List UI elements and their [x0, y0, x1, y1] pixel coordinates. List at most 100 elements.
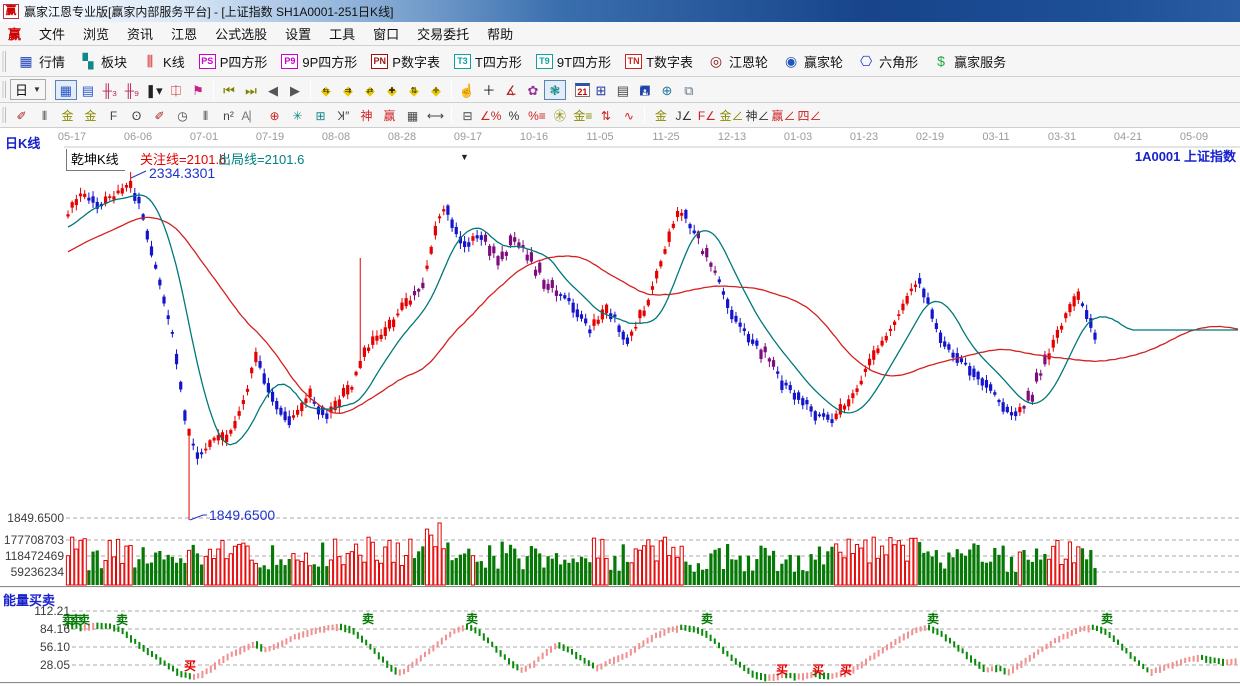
chart-region[interactable]: 2334.3301 1849.6500 卖卖卖卖卖卖卖卖卖买买买买 日K线 05-1…	[0, 128, 1240, 686]
k-quote-icon[interactable]: Ʞ″	[337, 108, 350, 123]
toolbar-grip[interactable]	[2, 50, 6, 72]
crosshair-icon[interactable]: ＋	[482, 82, 496, 98]
calendar-icon[interactable]: 21	[574, 82, 590, 97]
next-page-icon[interactable]: ▶	[289, 82, 300, 98]
last-page-icon[interactable]: ⏭	[245, 82, 257, 98]
four-angle-icon[interactable]: 四∠	[797, 108, 822, 123]
zoom-diamond-in-icon[interactable]: ◆ ✚	[381, 80, 403, 100]
prev-page-icon[interactable]: ◀	[267, 82, 278, 98]
zoom-diamond-v-icon[interactable]: ◆ ⇅	[403, 80, 425, 100]
indicator-title[interactable]: 能量买卖	[3, 593, 56, 608]
volume-profile-icon[interactable]: ⚑	[192, 82, 204, 98]
service-button[interactable]: $ 赢家服务	[925, 49, 1013, 74]
win-angle-icon[interactable]: 赢∠	[771, 108, 796, 123]
zoom-diamond-all-icon[interactable]: ◆ ✛	[425, 80, 447, 100]
remote-pc-icon[interactable]: ⧉	[684, 82, 694, 98]
shen-tool-icon[interactable]: 神	[360, 108, 373, 123]
pane-divider[interactable]	[0, 586, 1240, 589]
zoom-diamond-lr-icon-arrow: ⇆	[322, 85, 330, 95]
p-square-button[interactable]: PS P四方形	[192, 49, 275, 74]
web-update-icon[interactable]: ⊕	[661, 82, 673, 98]
n2-icon[interactable]: n²	[223, 108, 234, 123]
gold-gauge2-icon[interactable]: 金	[84, 108, 97, 123]
service-button-label: 赢家服务	[954, 54, 1007, 70]
win-tool-icon[interactable]: 赢	[383, 108, 396, 123]
knife-tool-icon[interactable]: ✐	[16, 108, 27, 123]
menu-item-1[interactable]: 浏览	[83, 27, 110, 42]
shen-angle-icon[interactable]: 神∠	[745, 108, 770, 123]
angle-measure-icon[interactable]: ∡	[505, 82, 517, 98]
date-tick-04-21: 04-21	[1113, 131, 1143, 143]
menu-item-7[interactable]: 窗口	[373, 27, 400, 42]
sectors-button[interactable]: ▚ 板块	[72, 49, 134, 74]
ruler2-icon[interactable]: ⫴	[202, 108, 209, 123]
calculator-icon[interactable]: ⊞	[595, 82, 607, 98]
t-table-button[interactable]: TN T数字表	[618, 49, 700, 74]
gann-wheel-button[interactable]: ◎ 江恩轮	[700, 49, 775, 74]
menu-item-4[interactable]: 公式选股	[215, 27, 268, 42]
period-day-button[interactable]: 日 ▼	[10, 79, 46, 100]
panel-period-label[interactable]: 日K线	[5, 136, 41, 151]
updown-icon[interactable]: ⇅	[600, 108, 611, 123]
toolbar-grip[interactable]	[2, 106, 6, 124]
hand-icon[interactable]: ☝	[458, 82, 476, 98]
pct-line-icon[interactable]: %≡	[528, 108, 546, 123]
kline-9-icon[interactable]: ╫₉	[124, 82, 140, 98]
wave-icon[interactable]: ∿	[623, 108, 634, 123]
menu-item-3[interactable]: 江恩	[171, 27, 198, 42]
ruler-h-icon[interactable]: ⫴	[41, 108, 48, 123]
f-ruler-icon[interactable]: F	[109, 108, 118, 123]
grid-web-icon[interactable]: ⊞	[315, 108, 326, 123]
zoom-diamond-wide-icon[interactable]: ◆ ⇄	[359, 80, 381, 100]
knife2-tool-icon[interactable]: ✐	[154, 108, 165, 123]
menu-item-2[interactable]: 资讯	[127, 27, 154, 42]
compress-data-icon[interactable]: ⎅	[170, 82, 182, 98]
price-scale-icon[interactable]: ⊟	[462, 108, 473, 123]
gold-circle-icon[interactable]: ㊍	[553, 108, 566, 123]
circle-cross-icon[interactable]: ⊕	[269, 108, 280, 123]
star-web-icon[interactable]: ✳	[292, 108, 303, 123]
kline-button[interactable]: ⫼ K线	[134, 49, 192, 74]
j-angle-icon[interactable]: J∠	[675, 108, 693, 123]
toolbar-grip[interactable]	[2, 80, 6, 99]
pct-retrace-icon[interactable]: ∠%	[480, 108, 502, 123]
gold2-angle-icon[interactable]: 金∠	[719, 108, 744, 123]
spiral-icon[interactable]: ʘ	[131, 108, 142, 123]
gann-pot-icon[interactable]: ✿	[527, 82, 539, 98]
p-table-button[interactable]: PN P数字表	[364, 49, 447, 74]
single-candle-icon[interactable]: ❚▾	[145, 82, 163, 98]
percent-icon[interactable]: %	[508, 108, 520, 123]
quotes-button[interactable]: ▦ 行情	[10, 49, 72, 74]
bottom-divider	[0, 682, 1240, 685]
gold-lines-icon[interactable]: 金≡	[573, 108, 593, 123]
notes-icon[interactable]: ▤	[616, 82, 630, 98]
p9-square-button[interactable]: P9 9P四方形	[274, 49, 364, 74]
chart-canvas[interactable]: 2334.33011849.6500卖卖卖卖卖卖卖卖卖买买买买	[0, 128, 1240, 686]
net-grid-icon[interactable]: ▦	[54, 79, 77, 100]
width-arrows-icon[interactable]: ⟷	[426, 108, 445, 123]
clock-cycle-icon[interactable]: ◷	[177, 108, 188, 123]
menu-logo-icon[interactable]: 赢	[8, 27, 22, 42]
kline-3-icon[interactable]: ╫₃	[102, 82, 118, 98]
gold-gauge-icon[interactable]: 金	[61, 108, 74, 123]
t9-square-button[interactable]: T9 9T四方形	[529, 49, 618, 74]
winner-wheel-button[interactable]: ◉ 赢家轮	[775, 49, 850, 74]
menu-item-9[interactable]: 帮助	[487, 27, 514, 42]
save-icon[interactable]: 🖪	[639, 82, 651, 98]
smart-brain-icon[interactable]: ❃	[543, 79, 566, 100]
menu-item-8[interactable]: 交易委托	[417, 27, 470, 42]
f-angle-icon[interactable]: F∠	[697, 108, 716, 123]
zoom-diamond-lr-icon[interactable]: ◆ ⇆	[315, 80, 337, 100]
hexagon-button[interactable]: ⎔ 六角形	[850, 49, 925, 74]
menu-item-5[interactable]: 设置	[285, 27, 312, 42]
gold-angle-icon[interactable]: 金	[654, 108, 667, 123]
zoom-diamond-r-icon[interactable]: ◆ ⇉	[337, 80, 359, 100]
legend-kline-name[interactable]: 乾坤K线	[66, 149, 125, 171]
menu-item-0[interactable]: 文件	[39, 27, 66, 42]
info-list-icon[interactable]: ▤	[81, 82, 95, 98]
mirror-icon[interactable]: A⎸	[241, 108, 262, 123]
first-page-icon[interactable]: ⏮	[223, 82, 235, 98]
menu-item-6[interactable]: 工具	[329, 27, 356, 42]
grid-123-icon[interactable]: ▦	[406, 108, 419, 123]
t-square-button[interactable]: T3 T四方形	[447, 49, 529, 74]
